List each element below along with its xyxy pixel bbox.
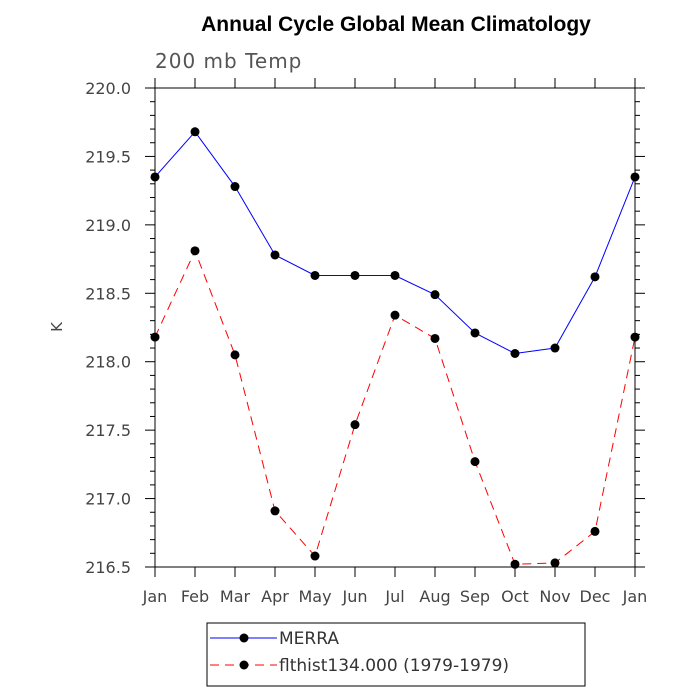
chart-subtitle: 200 mb Temp — [155, 49, 302, 73]
data-point — [270, 250, 280, 260]
x-tick-label: Jun — [342, 587, 368, 606]
y-tick-label: 216.5 — [85, 558, 131, 577]
data-point — [390, 310, 400, 320]
data-point — [390, 270, 400, 280]
legend-marker — [239, 660, 249, 670]
data-point — [510, 559, 520, 569]
data-point — [230, 350, 240, 360]
legend-items: MERRA flthist134.000 (1979-1979) — [210, 629, 509, 676]
data-point — [350, 420, 360, 430]
y-tick-label: 219.0 — [85, 216, 131, 235]
data-point — [550, 343, 560, 353]
data-point — [190, 127, 200, 137]
legend-label: MERRA — [279, 629, 339, 649]
x-tick-label: Jul — [384, 587, 404, 606]
data-point — [270, 506, 280, 516]
legend-marker — [239, 633, 249, 643]
data-point — [430, 333, 440, 343]
legend-box — [206, 622, 586, 687]
data-point — [470, 457, 480, 467]
legend: MERRA flthist134.000 (1979-1979) — [206, 622, 586, 687]
data-point — [150, 332, 160, 342]
data-point — [550, 558, 560, 568]
y-tick-label: 219.5 — [85, 147, 131, 166]
x-tick-label: Dec — [580, 587, 611, 606]
y-tick-label: 217.5 — [85, 421, 131, 440]
data-point — [190, 246, 200, 256]
x-tick-label: Apr — [261, 587, 289, 606]
x-tick-label: May — [298, 587, 331, 606]
axis-ticks — [145, 78, 645, 577]
data-point — [310, 551, 320, 561]
x-tick-labels: Jan Feb Mar Apr May Jun Jul Aug Sep Oct Nov Dec Jan — [142, 587, 648, 606]
x-tick-label: Jan — [622, 587, 648, 606]
y-tick-label: 218.0 — [85, 353, 131, 372]
y-tick-label: 217.0 — [85, 490, 131, 509]
y-tick-labels: 216.5 217.0 217.5 218.0 218.5 219.0 219.5 220.0 — [85, 79, 131, 577]
series-points — [150, 127, 640, 569]
x-tick-label: Sep — [460, 587, 490, 606]
x-tick-label: Feb — [181, 587, 209, 606]
data-point — [590, 272, 600, 282]
data-point — [590, 526, 600, 536]
data-point — [430, 290, 440, 300]
data-point — [630, 332, 640, 342]
data-point — [230, 182, 240, 192]
legend-label: flthist134.000 (1979-1979) — [279, 656, 509, 676]
data-point — [470, 328, 480, 338]
series-line-1 — [154, 130, 636, 355]
y-axis-label: K — [48, 321, 66, 332]
x-tick-label: Nov — [539, 587, 570, 606]
chart-title: Annual Cycle Global Mean Climatology — [201, 13, 591, 36]
x-tick-label: Jan — [142, 587, 168, 606]
data-point — [350, 270, 360, 280]
x-tick-label: Oct — [501, 587, 529, 606]
x-tick-label: Aug — [419, 587, 450, 606]
series-lines — [154, 130, 636, 565]
x-tick-label: Mar — [220, 587, 251, 606]
data-point — [310, 270, 320, 280]
data-point — [630, 172, 640, 182]
series-line-2 — [154, 249, 636, 565]
data-point — [150, 172, 160, 182]
y-tick-label: 218.5 — [85, 284, 131, 303]
y-tick-label: 220.0 — [85, 79, 131, 98]
plot-frame — [154, 87, 636, 568]
data-point — [510, 349, 520, 359]
